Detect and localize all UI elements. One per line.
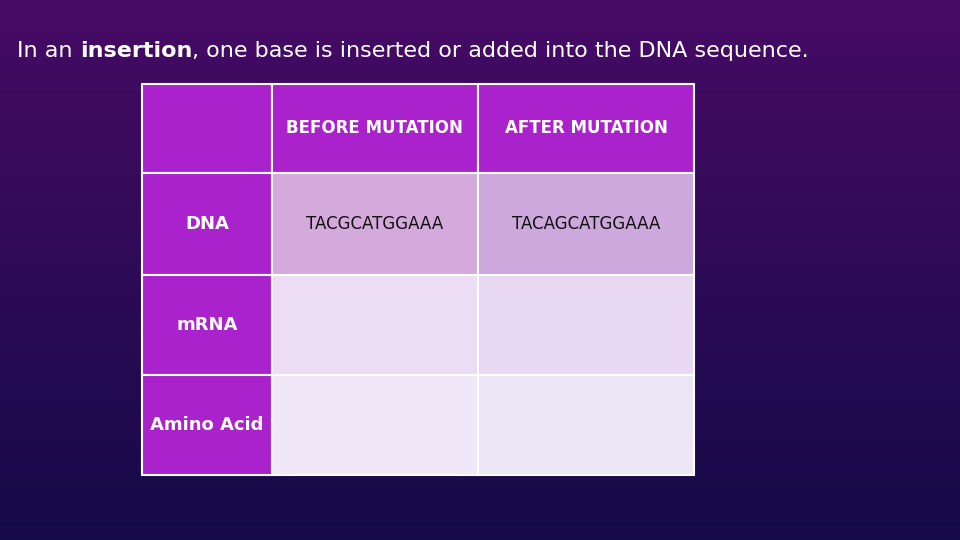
Text: BEFORE MUTATION: BEFORE MUTATION bbox=[286, 119, 464, 137]
Bar bbox=[142, 173, 272, 275]
Bar bbox=[272, 84, 478, 173]
Bar bbox=[142, 375, 272, 475]
Bar bbox=[478, 275, 694, 375]
Text: TACAGCATGGAAA: TACAGCATGGAAA bbox=[512, 215, 660, 233]
Bar bbox=[142, 84, 272, 173]
Text: mRNA: mRNA bbox=[177, 316, 237, 334]
Bar bbox=[478, 375, 694, 475]
Text: AFTER MUTATION: AFTER MUTATION bbox=[505, 119, 667, 137]
Bar bbox=[272, 173, 478, 275]
Text: TACGCATGGAAA: TACGCATGGAAA bbox=[306, 215, 444, 233]
Text: , one base is inserted or added into the DNA sequence.: , one base is inserted or added into the… bbox=[192, 41, 809, 62]
Bar bbox=[272, 275, 478, 375]
Bar bbox=[142, 275, 272, 375]
Text: insertion: insertion bbox=[80, 41, 192, 62]
Bar bbox=[272, 375, 478, 475]
Text: DNA: DNA bbox=[185, 215, 228, 233]
Bar bbox=[478, 84, 694, 173]
Bar bbox=[478, 173, 694, 275]
Text: Amino Acid: Amino Acid bbox=[150, 416, 264, 434]
Text: In an: In an bbox=[17, 41, 80, 62]
